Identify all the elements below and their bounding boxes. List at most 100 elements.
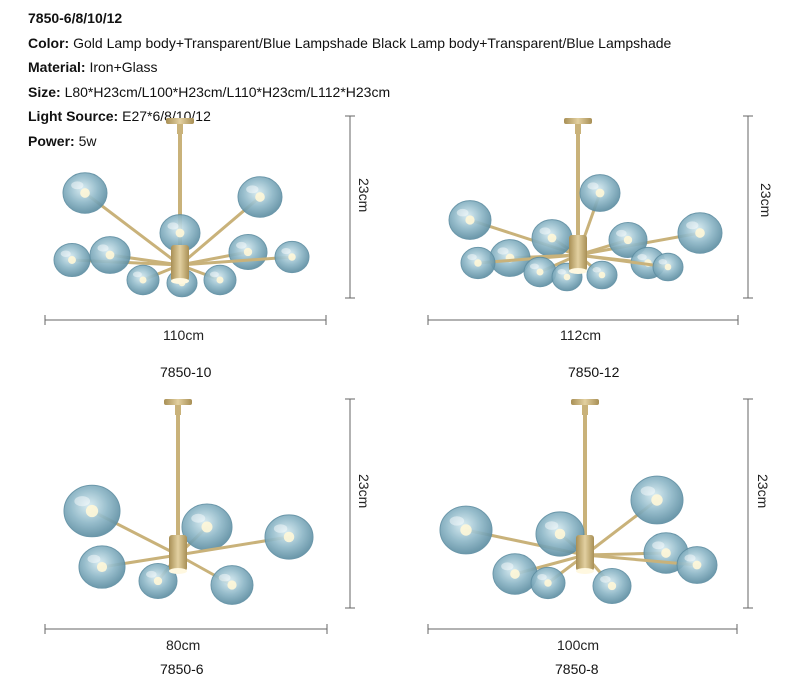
globe-7850-6-5-bulb xyxy=(153,576,163,586)
lamp-7850-6-hub xyxy=(169,535,187,571)
globe-7850-10-7 xyxy=(274,240,310,274)
globe-7850-10-5 xyxy=(89,236,131,274)
globe-7850-12-5-bulb xyxy=(623,235,633,245)
globe-7850-8-2-highlight xyxy=(544,521,559,530)
globe-7850-8-1-bulb xyxy=(460,524,472,536)
globe-7850-8-8 xyxy=(592,568,632,604)
globe-7850-6-1-highlight xyxy=(74,496,91,507)
spec-material: Material: Iron+Glass xyxy=(28,55,671,80)
globe-7850-6-6-arm xyxy=(176,553,234,587)
globe-7850-8-7-arm xyxy=(546,553,587,585)
globe-7850-10-7-arm xyxy=(178,255,294,267)
power-value: 5w xyxy=(78,132,97,149)
globe-7850-10-8-arm xyxy=(141,263,182,282)
light-key: Light Source: xyxy=(28,108,119,124)
globe-7850-8-6-highlight xyxy=(501,562,514,571)
globe-7850-12-3-arm xyxy=(576,231,702,257)
globe-7850-12-12-arm xyxy=(576,253,670,269)
spec-light-source: Light Source: E27*6/8/10/12 xyxy=(28,104,671,129)
power-key: Power: xyxy=(28,132,75,149)
globe-7850-8-3-highlight xyxy=(640,486,656,496)
globe-7850-6-2-arm xyxy=(176,525,209,557)
globe-7850-10-2-bulb xyxy=(255,192,265,202)
globe-7850-6-4-bulb xyxy=(96,561,108,573)
globe-7850-12-10-highlight xyxy=(592,267,601,273)
height-label-7850-6: 23cm xyxy=(356,474,372,509)
globe-7850-6-4-arm xyxy=(100,553,180,569)
globe-7850-6-3-arm xyxy=(176,535,291,557)
globe-7850-8-5-arm xyxy=(583,553,699,567)
color-key: Color: xyxy=(28,34,70,51)
globe-7850-12-9-highlight xyxy=(557,269,566,275)
globe-7850-8-8-arm xyxy=(583,553,614,588)
globe-7850-6-2 xyxy=(181,503,233,551)
globe-7850-6-5 xyxy=(138,563,178,599)
globe-7850-12-7 xyxy=(460,246,496,280)
globe-7850-6-4-highlight xyxy=(87,554,101,564)
globe-7850-6-3-highlight xyxy=(273,524,288,533)
width-label-7850-12: 112cm xyxy=(560,327,601,343)
globe-7850-6-3 xyxy=(264,514,314,560)
globe-7850-12-6-highlight xyxy=(497,247,509,255)
globe-7850-10-8 xyxy=(126,264,160,296)
lamp-7850-10-hub xyxy=(171,245,189,281)
globe-7850-8-2-bulb xyxy=(554,528,566,540)
model-label-7850-10: 7850-10 xyxy=(160,364,212,380)
globe-7850-10-6-highlight xyxy=(236,241,247,249)
globe-7850-12-11-bulb xyxy=(644,259,652,267)
globe-7850-6-6-highlight xyxy=(218,573,231,582)
globe-7850-6-2-highlight xyxy=(191,513,206,523)
lamp-7850-8-canopy-neck xyxy=(582,405,588,415)
globe-7850-6-1-arm xyxy=(90,509,180,557)
globe-7850-10-5-arm xyxy=(108,253,182,267)
globe-7850-10-3-highlight xyxy=(167,222,179,230)
globe-7850-6-5-arm xyxy=(156,553,180,583)
globe-7850-8-7 xyxy=(530,566,566,600)
material-value: Iron+Glass xyxy=(89,59,158,75)
globe-7850-12-1-bulb xyxy=(595,188,605,198)
globe-7850-12-2 xyxy=(448,200,492,240)
globe-7850-8-4-highlight xyxy=(652,541,665,550)
globe-7850-12-12-bulb xyxy=(664,263,672,271)
globe-7850-12-3 xyxy=(677,212,723,254)
size-value: L80*H23cm/L100*H23cm/L110*H23cm/L112*H23… xyxy=(64,83,391,100)
globe-7850-8-1-highlight xyxy=(449,516,465,526)
globe-7850-8-7-highlight xyxy=(537,573,547,581)
globe-7850-12-7-bulb xyxy=(474,259,482,267)
spec-power: Power: 5w xyxy=(28,129,671,154)
globe-7850-12-5 xyxy=(608,222,648,258)
globe-7850-12-6-bulb xyxy=(505,253,515,263)
globe-7850-6-6-bulb xyxy=(227,580,237,590)
globe-7850-8-3-bulb xyxy=(651,494,663,506)
globe-7850-10-10-arm xyxy=(178,263,222,282)
globe-7850-12-11 xyxy=(630,246,666,280)
globe-7850-10-2-highlight xyxy=(246,185,259,194)
globe-7850-10-1-arm xyxy=(83,191,182,267)
globe-7850-8-5 xyxy=(676,546,718,584)
globe-7850-12-5-highlight xyxy=(616,229,627,237)
size-key: Size: xyxy=(28,83,61,100)
globe-7850-10-3-bulb xyxy=(175,228,185,238)
globe-7850-6-1-bulb xyxy=(85,504,99,518)
globe-7850-12-3-highlight xyxy=(686,221,699,230)
globe-7850-12-10-arm xyxy=(576,253,604,277)
spec-size: Size: L80*H23cm/L100*H23cm/L110*H23cm/L1… xyxy=(28,80,671,105)
globe-7850-12-2-arm xyxy=(468,218,580,257)
model-label-7850-8: 7850-8 xyxy=(555,661,599,677)
globe-7850-10-8-bulb xyxy=(139,276,147,284)
globe-7850-8-6-bulb xyxy=(510,569,520,579)
height-label-7850-8: 23cm xyxy=(755,474,771,509)
spec-block: 7850-6/8/10/12 Color: Gold Lamp body+Tra… xyxy=(28,6,671,153)
globe-7850-10-4-arm xyxy=(70,258,182,267)
lamp-7850-12-hub-light xyxy=(569,268,587,274)
globe-7850-12-6-arm xyxy=(508,253,580,260)
globe-7850-10-2-arm xyxy=(178,195,262,267)
globe-7850-8-1-arm xyxy=(464,528,587,557)
globe-7850-8-8-highlight xyxy=(600,575,611,583)
spec-color: Color: Gold Lamp body+Transparent/Blue L… xyxy=(28,31,671,56)
globe-7850-8-4-arm xyxy=(583,551,668,557)
globe-7850-10-10 xyxy=(203,264,237,296)
globe-7850-12-1-highlight xyxy=(587,182,599,190)
globe-7850-10-8-highlight xyxy=(132,271,142,278)
globe-7850-10-3 xyxy=(159,214,201,252)
